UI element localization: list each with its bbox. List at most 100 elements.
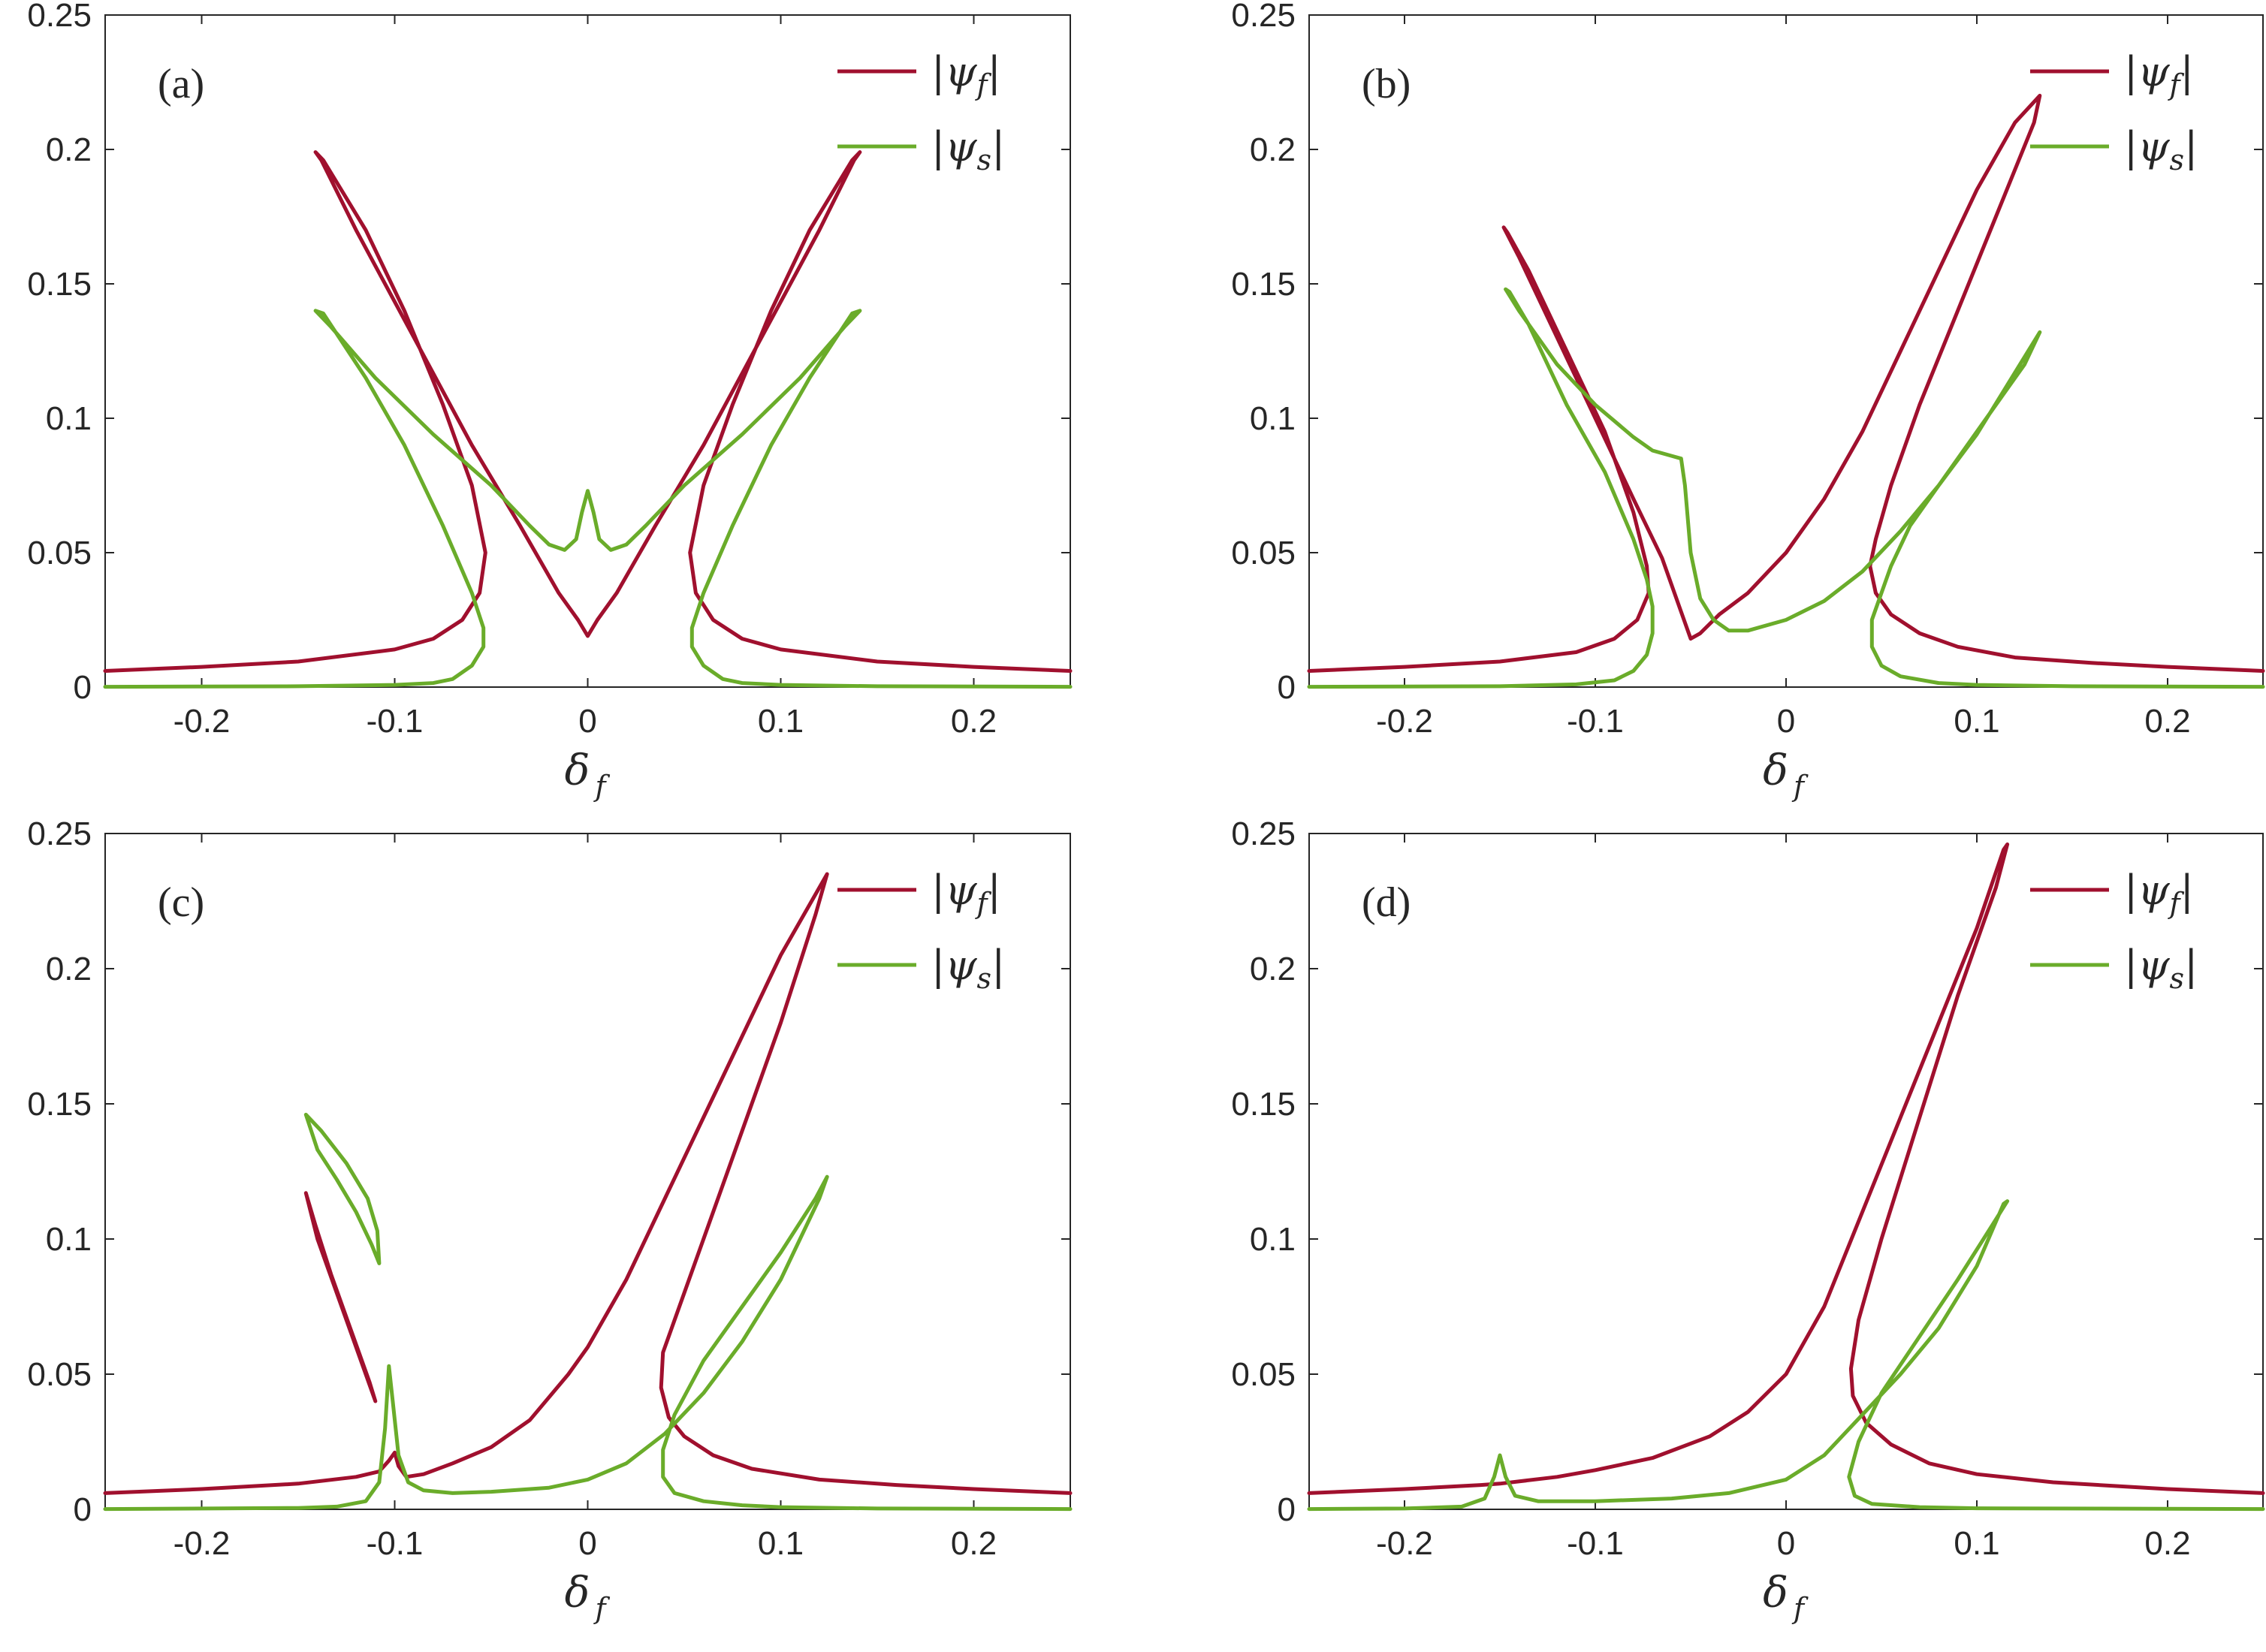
y-tick-label: 0.15 [1231,266,1296,303]
x-tick-label: -0.1 [1567,703,1624,740]
x-tick-label: 0.2 [2144,1525,2190,1562]
panel-label: (d) [1362,879,1411,926]
series-line-s [103,309,1073,689]
panel-a: -0.2 -0.1 0 0.1 0.2 0 0.05 0.1 0.15 0.2 0.25 δ f (a) |… [27,0,1073,803]
axes-box [104,14,1071,688]
legend-label-bar: | [2184,942,2198,989]
legend-label-subscript: s [2170,143,2185,176]
legend-label-subscript: s [2170,962,2185,995]
y-tick-label: 0.2 [1250,951,1296,987]
legend-label: |ψf| [931,867,1001,920]
x-tick-label: -0.2 [1376,703,1433,740]
y-tick-label: 0.25 [1231,0,1296,34]
y-tick-label: 0.1 [1250,400,1296,437]
legend-label: |ψs| [2124,123,2198,176]
y-tick-label: 0 [74,669,92,706]
y-tick-label: 0.05 [27,535,92,571]
x-tick-label: 0.2 [951,703,997,740]
x-tick-label: -0.2 [173,1525,231,1562]
x-tick-label: 0.2 [951,1525,997,1562]
x-tick-label: -0.2 [173,703,231,740]
x-axis-title-subscript: f [1791,1592,1809,1625]
x-axis-title-subscript: f [1791,770,1809,803]
y-tick-label: 0.05 [1231,1356,1296,1393]
legend-label: |ψs| [2124,942,2198,995]
y-tick-label: 0.15 [1231,1086,1296,1123]
y-tick-label: 0.25 [1231,815,1296,852]
y-tick-label: 0.25 [27,0,92,34]
series-line-f [1307,842,2265,1495]
legend-label: |ψs| [931,942,1005,995]
x-tick-label: 0 [1777,1525,1795,1562]
legend-label-main: |ψ [2124,48,2170,95]
x-tick-label: -0.1 [367,703,424,740]
legend-label-main: |ψ [2124,123,2170,170]
x-tick-label: -0.1 [1567,1525,1624,1562]
x-tick-label: -0.1 [367,1525,424,1562]
axes-box [1308,833,2264,1510]
y-tick-label: 0.1 [46,400,92,437]
x-axis-title: δ [565,746,590,795]
legend-label-bar: | [988,867,1001,914]
legend-label-main: |ψ [931,48,977,95]
series-line-f [103,150,1073,673]
legend-label-subscript: s [977,143,992,176]
legend-label-bar: | [988,48,1001,95]
y-tick-label: 0 [1278,1491,1296,1528]
x-tick-label: 0 [578,703,596,740]
legend-label-main: |ψ [931,123,977,170]
x-axis-title: δ [565,1569,590,1617]
x-axis-title-subscript: f [593,1592,611,1625]
series-line-f [1307,93,2265,673]
axes-box [1308,14,2264,688]
legend-label: |ψs| [931,123,1005,176]
series-line-f-branch [303,1191,378,1403]
panel-label: (a) [158,61,204,107]
legend-label-main: |ψ [2124,942,2170,989]
x-tick-label: 0 [1777,703,1795,740]
y-tick-label: 0.05 [1231,535,1296,571]
y-tick-label: 0 [74,1491,92,1528]
legend-label-main: |ψ [2124,867,2170,914]
y-tick-label: 0.2 [46,131,92,168]
x-axis-title: δ [1763,1569,1788,1617]
y-tick-label: 0.2 [46,951,92,987]
legend-label-main: |ψ [931,942,977,989]
legend-label-bar: | [2184,123,2198,170]
x-tick-label: -0.2 [1376,1525,1433,1562]
x-axis-title-subscript: f [593,770,611,803]
panel-label: (b) [1362,61,1411,107]
legend-label-bar: | [2180,867,2194,914]
series-line-s-loop [303,1112,382,1265]
y-tick-label: 0.25 [27,815,92,852]
legend-label: |ψf| [931,48,1001,101]
legend-label: |ψf| [2124,867,2194,920]
y-tick-label: 0 [1278,669,1296,706]
series-line-f-main [103,872,1073,1495]
axes-box [104,833,1071,1510]
y-tick-label: 0.1 [46,1221,92,1258]
y-tick-label: 0.1 [1250,1221,1296,1258]
panel-d: -0.2 -0.1 0 0.1 0.2 0 0.05 0.1 0.15 0.2 0.25 δ f (d) |… [1231,815,2265,1625]
legend-label-bar: | [991,942,1005,989]
panel-b: -0.2 -0.1 0 0.1 0.2 0 0.05 0.1 0.15 0.2 0.25 δ f (b) |… [1231,0,2265,803]
y-tick-label: 0.2 [1250,131,1296,168]
x-tick-label: 0.1 [1954,703,1999,740]
x-tick-label: 0.1 [758,703,804,740]
panel-label: (c) [158,879,204,926]
series-line-s [1307,287,2265,689]
legend-label: |ψf| [2124,48,2194,101]
x-tick-label: 0.1 [1954,1525,1999,1562]
legend-label-subscript: s [977,962,992,995]
y-tick-label: 0.15 [27,1086,92,1123]
x-tick-label: 0.1 [758,1525,804,1562]
y-tick-label: 0.05 [27,1356,92,1393]
x-tick-label: 0 [578,1525,596,1562]
legend-label-bar: | [991,123,1005,170]
panel-c: -0.2 -0.1 0 0.1 0.2 0 0.05 0.1 0.15 0.2 0.25 δ f (c) |… [27,815,1073,1625]
x-axis-title: δ [1763,746,1788,795]
x-tick-label: 0.2 [2144,703,2190,740]
legend-label-main: |ψ [931,867,977,914]
y-tick-label: 0.15 [27,266,92,303]
